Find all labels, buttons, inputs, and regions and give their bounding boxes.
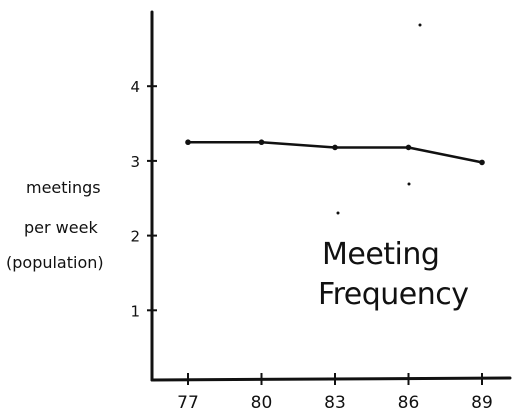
paper-speck — [407, 182, 411, 186]
y-tick-label: 1 — [130, 302, 140, 320]
chart-ticks: 1 2 3 4 77 80 83 86 89 — [130, 78, 492, 413]
paper-speck — [336, 211, 340, 215]
data-point — [258, 139, 265, 146]
chart-title-line-2: Frequency — [318, 277, 469, 312]
y-axis-label-line-1: meetings — [26, 178, 101, 197]
y-axis-label-line-2: per week — [24, 218, 98, 237]
x-tick-label: 77 — [177, 393, 199, 413]
y-tick-label: 2 — [130, 228, 140, 246]
data-point — [405, 144, 412, 151]
chart-axes — [150, 10, 512, 382]
x-tick-label: 89 — [471, 393, 493, 413]
data-point — [479, 159, 485, 166]
paper-speck — [418, 23, 422, 27]
data-point — [332, 144, 338, 151]
x-tick-label: 86 — [398, 393, 420, 413]
y-tick-label: 4 — [130, 78, 140, 96]
x-tick-label: 83 — [324, 393, 346, 413]
data-point — [185, 139, 191, 146]
x-axis-line — [150, 376, 512, 382]
chart-title-line-1: Meeting — [322, 237, 440, 272]
x-tick-label: 80 — [251, 393, 273, 413]
y-axis-label-line-3: (population) — [6, 253, 104, 272]
paper-specks — [336, 23, 422, 215]
y-tick-label: 3 — [130, 153, 140, 171]
chart-series — [185, 139, 485, 166]
